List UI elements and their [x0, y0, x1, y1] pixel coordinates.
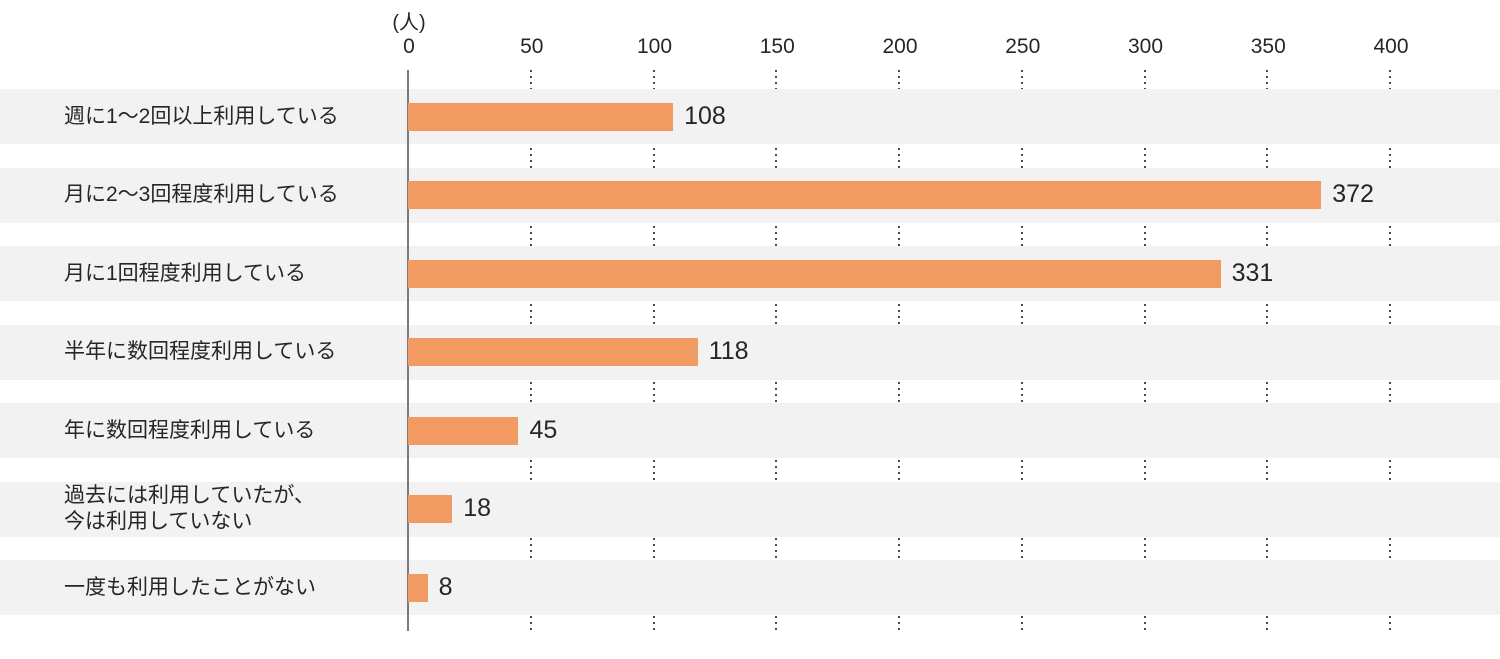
x-tick-label: 400 [1373, 35, 1409, 58]
x-tick-label: 200 [882, 35, 918, 58]
x-tick-label: 50 [520, 35, 544, 58]
category-label: 過去には利用していたが、 今は利用していない [64, 482, 315, 537]
bar [408, 102, 674, 131]
value-label: 18 [463, 493, 491, 522]
bar [408, 338, 698, 366]
bar [408, 416, 519, 445]
x-tick-label: 250 [1005, 35, 1041, 58]
category-label-line: 年に数回程度利用している [64, 418, 316, 442]
category-label-line: 今は利用していない [64, 510, 253, 533]
category-label: 半年に数回程度利用している [64, 325, 336, 380]
category-label-line: 月に1回程度利用している [64, 261, 307, 285]
category-label: 年に数回程度利用している [64, 403, 315, 458]
bar [408, 573, 428, 602]
category-label-line: 週に1〜2回以上利用している [64, 104, 339, 128]
x-tick-label: 100 [636, 35, 673, 58]
category-label-line: 半年に数回程度利用している [64, 340, 337, 363]
row-band: 週に1〜2回以上利用している [0, 89, 1500, 144]
category-label: 一度も利用したことがない [64, 560, 316, 615]
value-label: 8 [438, 572, 453, 601]
axis-unit-label: (人) [392, 12, 426, 34]
x-tick-label: 0 [403, 35, 415, 58]
value-label: 118 [708, 336, 749, 365]
row-band: 過去には利用していたが、 今は利用していない [0, 481, 1500, 537]
bar [408, 259, 1221, 288]
category-label-line: 月に2〜3回程度利用している [64, 183, 339, 206]
x-tick-label: 150 [759, 35, 795, 58]
row-band: 一度も利用したことがない [0, 560, 1500, 615]
value-label: 45 [529, 415, 558, 444]
row-band: 半年に数回程度利用している [0, 324, 1500, 380]
value-label: 372 [1332, 179, 1374, 208]
x-tick-label: 300 [1127, 35, 1164, 58]
value-label: 108 [684, 101, 726, 130]
x-tick-label: 350 [1250, 35, 1286, 58]
category-label: 月に1回程度利用している [64, 246, 306, 301]
category-label-line: 一度も利用したことがない [64, 575, 316, 599]
row-band: 年に数回程度利用している [0, 403, 1500, 458]
category-label: 週に1〜2回以上利用している [64, 89, 339, 144]
category-label: 月に2〜3回程度利用している [64, 168, 339, 223]
bar [408, 181, 1322, 209]
value-label: 331 [1231, 258, 1274, 287]
bar [408, 495, 453, 523]
category-label-line: 過去には利用していたが、 [64, 484, 315, 507]
